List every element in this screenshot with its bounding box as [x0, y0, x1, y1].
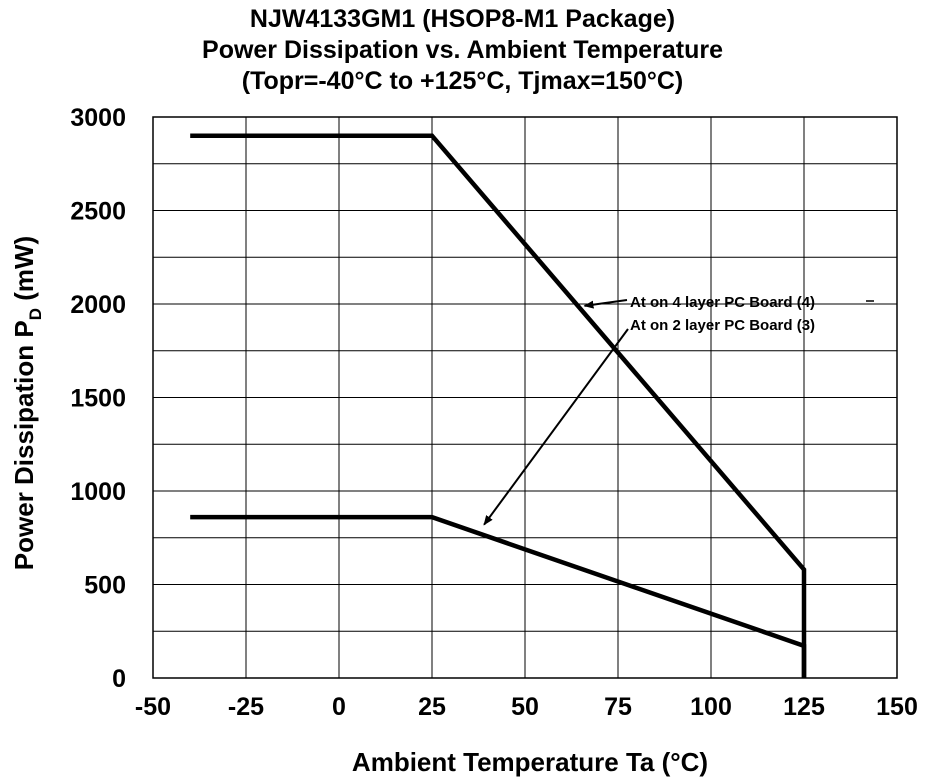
- chart-subtitle: Power Dissipation vs. Ambient Temperatur…: [202, 36, 723, 64]
- annotation-arrow-2-layer: [483, 328, 629, 526]
- x-tick-label-6: 100: [690, 693, 732, 721]
- series-line-0: [190, 133, 807, 678]
- annotation-arrow-4-layer: [583, 299, 628, 309]
- x-tick-label-2: 0: [332, 693, 346, 721]
- grid: [152, 116, 898, 679]
- chart-subtitle-conditions: (Topr=-40°C to +125°C, Tjmax=150°C): [241, 67, 684, 95]
- plot-frame: [152, 116, 898, 679]
- y-tick-label-3: 1500: [70, 385, 126, 413]
- x-tick-label-3: 25: [418, 693, 446, 721]
- chart-title: NJW4133GM1 (HSOP8-M1 Package): [249, 5, 676, 33]
- y-axis-label: Power Dissipation PD (mW): [9, 236, 45, 570]
- y-tick-label-4: 2000: [70, 291, 126, 319]
- y-tick-label-5: 2500: [70, 198, 126, 226]
- y-axis-label-main: Power Dissipation P: [9, 320, 39, 570]
- annotation-label-2-layer: At on 2 layer PC Board (3): [630, 317, 815, 334]
- series-line-1: [190, 514, 807, 678]
- y-tick-label-6: 3000: [70, 104, 126, 132]
- series-layer: [190, 133, 807, 678]
- x-tick-label-4: 50: [511, 693, 539, 721]
- y-tick-label-0: 0: [112, 665, 126, 693]
- y-tick-label-1: 500: [84, 572, 126, 600]
- x-tick-label-8: 150: [876, 693, 918, 721]
- chart-title-block: NJW4133GM1 (HSOP8-M1 Package) Power Diss…: [0, 4, 925, 97]
- x-tick-label-7: 125: [783, 693, 825, 721]
- x-tick-label-5: 75: [604, 693, 632, 721]
- x-axis-label: Ambient Temperature Ta (°C): [352, 747, 708, 777]
- y-axis-label-subscript: D: [26, 308, 45, 320]
- y-axis-label-unit: (mW): [9, 236, 39, 308]
- x-tick-label-1: -25: [228, 693, 264, 721]
- y-tick-label-2: 1000: [70, 478, 126, 506]
- tick-labels: -50 -25 0 25 50 75 100 125 150050010001500200025…: [70, 104, 917, 721]
- annotations: At on 4 layer PC Board (4) At on 2 layer …: [483, 294, 874, 526]
- annotation-label-4-layer: At on 4 layer PC Board (4): [630, 294, 815, 311]
- x-tick-label-0: -50: [135, 693, 171, 721]
